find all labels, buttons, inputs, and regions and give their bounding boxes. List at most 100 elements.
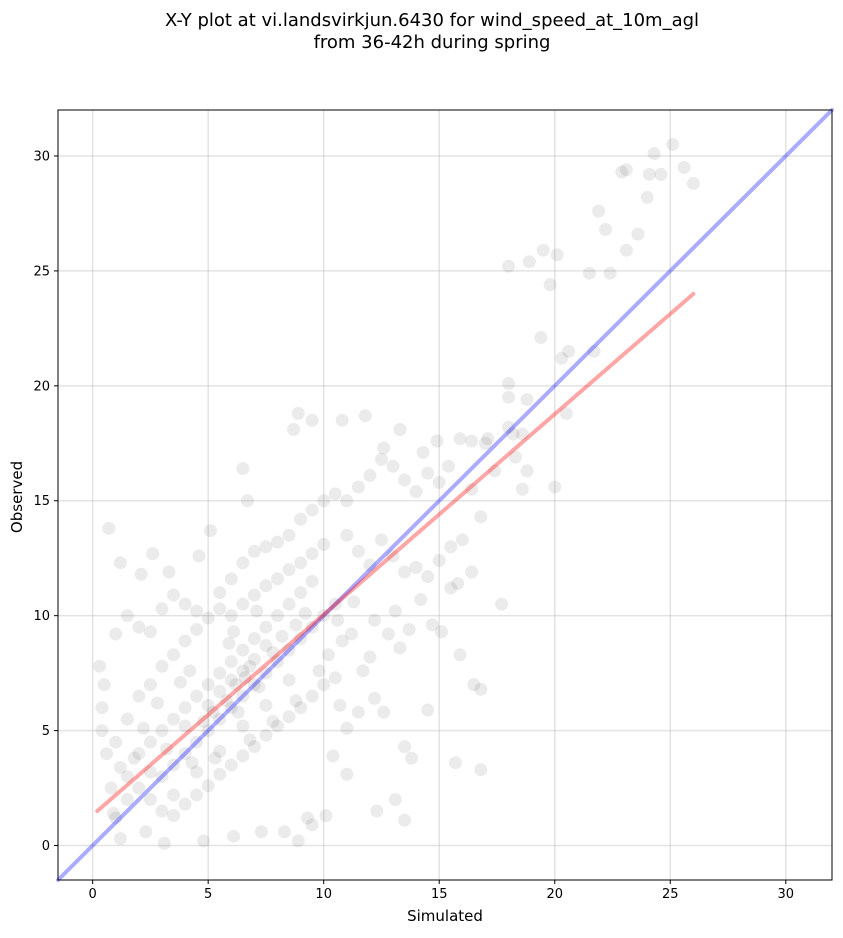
scatter-point (294, 586, 308, 600)
scatter-point (335, 413, 349, 427)
scatter-point (351, 544, 365, 558)
scatter-point (666, 137, 680, 151)
scatter-point (642, 167, 656, 181)
scatter-point (432, 475, 446, 489)
scatter-point (291, 834, 305, 848)
scatter-point (478, 436, 492, 450)
scatter-point (282, 643, 296, 657)
scatter-point (190, 735, 204, 749)
scatter-point (444, 540, 458, 554)
scatter-point (522, 255, 536, 269)
scatter-point (631, 227, 645, 241)
scatter-point (398, 740, 412, 754)
scatter-point (515, 482, 529, 496)
scatter-point (356, 664, 370, 678)
x-tick-label: 10 (315, 887, 332, 902)
scatter-point (615, 165, 629, 179)
scatter-point (197, 834, 211, 848)
scatter-point (270, 719, 284, 733)
scatter-point (520, 464, 534, 478)
scatter-point (266, 714, 280, 728)
scatter-point (134, 567, 148, 581)
scatter-point (132, 781, 146, 795)
scatter-point (104, 781, 118, 795)
y-tick-label: 0 (42, 839, 50, 854)
scatter-point (368, 691, 382, 705)
scatter-point (455, 533, 469, 547)
scatter-point (377, 441, 391, 455)
scatter-point (97, 678, 111, 692)
scatter-point (368, 613, 382, 627)
scatter-point (143, 735, 157, 749)
scatter-point (289, 618, 303, 632)
scatter-point (344, 627, 358, 641)
scatter-point (106, 806, 120, 820)
scatter-point (592, 204, 606, 218)
scatter-point (301, 811, 315, 825)
scatter-point (340, 494, 354, 508)
scatter-point (132, 747, 146, 761)
scatter-point (347, 595, 361, 609)
scatter-point (192, 549, 206, 563)
scatter-point (465, 434, 479, 448)
scatter-point (502, 259, 516, 273)
scatter-point (289, 694, 303, 708)
scatter-point (430, 434, 444, 448)
scatter-point (294, 556, 308, 570)
scatter-point (305, 574, 319, 588)
scatter-point (444, 581, 458, 595)
scatter-point (143, 625, 157, 639)
scatter-point (120, 712, 134, 726)
scatter-point (502, 420, 516, 434)
scatter-point (155, 602, 169, 616)
scatter-point (416, 445, 430, 459)
scatter-point (340, 528, 354, 542)
scatter-point (474, 682, 488, 696)
y-axis-ticks: 0 5 10 15 20 25 30 (33, 149, 58, 854)
scatter-point (155, 804, 169, 818)
scatter-point (282, 563, 296, 577)
scatter-point (654, 167, 668, 181)
scatter-point (619, 163, 633, 177)
scatter-point (381, 627, 395, 641)
scatter-point (275, 629, 289, 643)
scatter-point (331, 613, 345, 627)
scatter-point (183, 664, 197, 678)
scatter-point (259, 540, 273, 554)
scatter-point (414, 593, 428, 607)
scatter-point (370, 804, 384, 818)
scatter-point (328, 487, 342, 501)
scatter-point (425, 618, 439, 632)
scatter-point (247, 740, 261, 754)
scatter-point (190, 788, 204, 802)
scatter-point (534, 331, 548, 345)
scatter-point (317, 678, 331, 692)
scatter-point (259, 639, 273, 653)
scatter-point (220, 694, 234, 708)
scatter-point (340, 767, 354, 781)
scatter-point (190, 604, 204, 618)
scatter-point (363, 468, 377, 482)
scatter-point (270, 609, 284, 623)
scatter-point (227, 625, 241, 639)
scatter-point (294, 632, 308, 646)
scatter-point (282, 710, 296, 724)
scatter-point (162, 565, 176, 579)
scatter-point (167, 712, 181, 726)
scatter-point (441, 459, 455, 473)
scatter-point (270, 572, 284, 586)
scatter-point (178, 747, 192, 761)
scatter-point (305, 689, 319, 703)
scatter-point (374, 452, 388, 466)
scatter-point (421, 703, 435, 717)
scatter-point (203, 524, 217, 538)
scatter-point (305, 503, 319, 517)
scatter-point (109, 811, 123, 825)
x-tick-label: 0 (89, 887, 97, 902)
scatter-point (109, 627, 123, 641)
scatter-point (386, 459, 400, 473)
scatter-point (398, 473, 412, 487)
scatter-point (409, 560, 423, 574)
y-tick-label: 15 (33, 494, 50, 509)
